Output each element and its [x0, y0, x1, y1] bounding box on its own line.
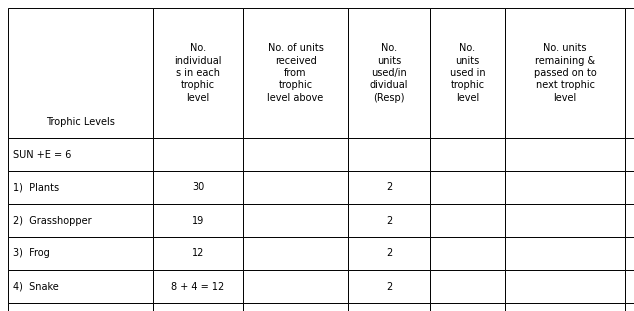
Text: 30: 30: [192, 183, 204, 193]
Bar: [348, 270, 430, 303]
Bar: [625, 237, 634, 270]
Bar: [348, 204, 430, 237]
Bar: [243, 270, 348, 303]
Bar: [243, 138, 348, 171]
Bar: [505, 138, 625, 171]
Bar: [430, 270, 505, 303]
Bar: [625, 171, 634, 204]
Bar: [505, 237, 625, 270]
Bar: [348, 138, 430, 171]
Bar: [625, 138, 634, 171]
Bar: [153, 8, 243, 138]
Bar: [8, 171, 153, 204]
Bar: [625, 303, 634, 311]
Bar: [505, 270, 625, 303]
Text: No.
units
used in
trophic
level: No. units used in trophic level: [450, 43, 485, 103]
Bar: [505, 204, 625, 237]
Bar: [430, 204, 505, 237]
Bar: [8, 138, 153, 171]
Bar: [153, 237, 243, 270]
Bar: [243, 237, 348, 270]
Bar: [505, 8, 625, 138]
Text: 1)  Plants: 1) Plants: [13, 183, 59, 193]
Text: 2: 2: [386, 248, 392, 258]
Text: No. of units
received
from
trophic
level above: No. of units received from trophic level…: [268, 43, 323, 103]
Text: 12: 12: [192, 248, 204, 258]
Bar: [153, 270, 243, 303]
Bar: [348, 171, 430, 204]
Bar: [153, 303, 243, 311]
Text: 2: 2: [386, 216, 392, 225]
Bar: [348, 303, 430, 311]
Bar: [153, 171, 243, 204]
Text: 3)  Frog: 3) Frog: [13, 248, 49, 258]
Text: No. units
remaining &
passed on to
next trophic
level: No. units remaining & passed on to next …: [534, 43, 597, 103]
Bar: [430, 303, 505, 311]
Bar: [430, 8, 505, 138]
Text: No.
individual
s in each
trophic
level: No. individual s in each trophic level: [174, 43, 222, 103]
Bar: [348, 8, 430, 138]
Bar: [153, 138, 243, 171]
Text: No.
units
used/in
dividual
(Resp): No. units used/in dividual (Resp): [370, 43, 408, 103]
Bar: [430, 171, 505, 204]
Text: Trophic Levels: Trophic Levels: [46, 117, 115, 127]
Text: SUN +E = 6: SUN +E = 6: [13, 150, 72, 160]
Bar: [243, 204, 348, 237]
Bar: [505, 171, 625, 204]
Bar: [505, 303, 625, 311]
Text: 4)  Snake: 4) Snake: [13, 281, 59, 291]
Bar: [348, 237, 430, 270]
Bar: [8, 8, 153, 138]
Bar: [243, 8, 348, 138]
Bar: [430, 237, 505, 270]
Text: 2: 2: [386, 281, 392, 291]
Bar: [243, 171, 348, 204]
Bar: [625, 270, 634, 303]
Text: 2: 2: [386, 183, 392, 193]
Text: 19: 19: [192, 216, 204, 225]
Bar: [153, 204, 243, 237]
Bar: [8, 204, 153, 237]
Bar: [8, 303, 153, 311]
Bar: [8, 270, 153, 303]
Bar: [8, 237, 153, 270]
Bar: [625, 204, 634, 237]
Bar: [430, 138, 505, 171]
Bar: [625, 8, 634, 138]
Bar: [243, 303, 348, 311]
Text: 8 + 4 = 12: 8 + 4 = 12: [171, 281, 224, 291]
Text: 2)  Grasshopper: 2) Grasshopper: [13, 216, 92, 225]
